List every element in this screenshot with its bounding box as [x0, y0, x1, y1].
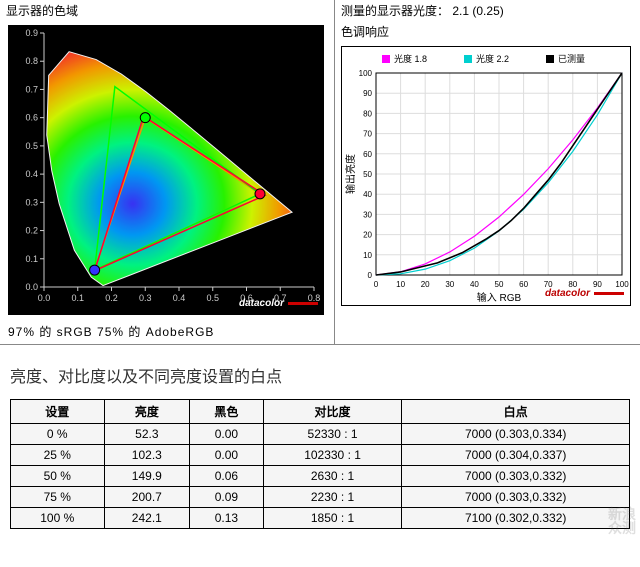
- table-cell: 242.1: [104, 508, 190, 529]
- svg-text:70: 70: [363, 130, 372, 139]
- svg-text:60: 60: [363, 150, 372, 159]
- table-cell: 7000 (0.304,0.337): [402, 445, 630, 466]
- svg-text:50: 50: [363, 170, 372, 179]
- table-cell: 25 %: [11, 445, 105, 466]
- datacolor-logo: datacolor: [239, 298, 318, 309]
- svg-text:0.3: 0.3: [25, 197, 38, 207]
- svg-text:0.6: 0.6: [25, 113, 38, 123]
- svg-text:光度 2.2: 光度 2.2: [476, 53, 509, 64]
- table-cell: 0 %: [11, 424, 105, 445]
- table-cell: 0.00: [190, 424, 264, 445]
- table-col: 设置: [11, 400, 105, 424]
- table-cell: 100 %: [11, 508, 105, 529]
- svg-text:40: 40: [470, 280, 479, 289]
- table-cell: 50 %: [11, 466, 105, 487]
- table-cell: 0.09: [190, 487, 264, 508]
- svg-text:0.0: 0.0: [25, 282, 38, 292]
- table-col: 亮度: [104, 400, 190, 424]
- svg-text:0.3: 0.3: [139, 293, 152, 303]
- svg-text:0.9: 0.9: [25, 28, 38, 38]
- datacolor-logo-light: datacolor: [545, 288, 624, 299]
- table-body: 0 %52.30.0052330 : 17000 (0.303,0.334)25…: [11, 424, 630, 529]
- svg-text:20: 20: [363, 231, 372, 240]
- table-row: 25 %102.30.00102330 : 17000 (0.304,0.337…: [11, 445, 630, 466]
- table-cell: 0.00: [190, 445, 264, 466]
- tone-panel: 测量的显示器光度： 2.1 (0.25) 色调响应 0 10 20 30 40 50 60 7…: [335, 0, 640, 344]
- svg-text:输入 RGB: 输入 RGB: [477, 291, 522, 304]
- tone-meta-label: 测量的显示器光度：: [341, 4, 449, 18]
- table-cell: 0.06: [190, 466, 264, 487]
- tone-meta-paren: (0.25): [472, 4, 503, 18]
- table-col: 白点: [402, 400, 630, 424]
- table-cell: 52330 : 1: [263, 424, 402, 445]
- gamut-chart: 0.0 0.1 0.2 0.3 0.4 0.5 0.6 0.7 0.8 0.0 0.1 0.2 0.3 0…: [8, 25, 324, 315]
- svg-text:0.7: 0.7: [25, 84, 38, 94]
- gamut-panel: 显示器的色域 0.0 0.1 0.2 0.3 0.4 0.5 0.6 0.7 0.8 0.0 0.1…: [0, 0, 335, 344]
- svg-text:10: 10: [363, 251, 372, 260]
- table-cell: 102.3: [104, 445, 190, 466]
- table-cell: 1850 : 1: [263, 508, 402, 529]
- table-cell: 7000 (0.303,0.334): [402, 424, 630, 445]
- table-cell: 0.13: [190, 508, 264, 529]
- top-row: 显示器的色域 0.0 0.1 0.2 0.3 0.4 0.5 0.6 0.7 0.8 0.0 0.1…: [0, 0, 640, 345]
- svg-text:90: 90: [363, 89, 372, 98]
- svg-text:30: 30: [445, 280, 454, 289]
- table-col: 黑色: [190, 400, 264, 424]
- table-row: 50 %149.90.062630 : 17000 (0.303,0.332): [11, 466, 630, 487]
- svg-text:0.0: 0.0: [38, 293, 51, 303]
- svg-text:20: 20: [421, 280, 430, 289]
- table-cell: 2630 : 1: [263, 466, 402, 487]
- svg-text:0.1: 0.1: [71, 293, 84, 303]
- svg-text:40: 40: [363, 190, 372, 199]
- table-cell: 7100 (0.302,0.332): [402, 508, 630, 529]
- svg-text:0.5: 0.5: [25, 141, 38, 151]
- svg-text:100: 100: [359, 69, 373, 78]
- table-col: 对比度: [263, 400, 402, 424]
- svg-text:0.1: 0.1: [25, 254, 38, 264]
- gamut-title: 显示器的色域: [0, 0, 334, 21]
- brightness-table: 设置亮度黑色对比度白点 0 %52.30.0052330 : 17000 (0.…: [10, 399, 630, 529]
- table-cell: 52.3: [104, 424, 190, 445]
- gamut-subtext: 97% 的 sRGB 75% 的 AdobeRGB: [0, 319, 334, 344]
- table-cell: 75 %: [11, 487, 105, 508]
- tone-meta-value: 2.1: [452, 4, 469, 18]
- svg-text:光度 1.8: 光度 1.8: [394, 53, 427, 64]
- svg-text:0: 0: [368, 271, 373, 280]
- table-title: 亮度、对比度以及不同亮度设置的白点: [10, 363, 630, 387]
- table-cell: 102330 : 1: [263, 445, 402, 466]
- svg-text:50: 50: [495, 280, 504, 289]
- tone-title: 色调响应: [335, 21, 640, 42]
- table-row: 75 %200.70.092230 : 17000 (0.303,0.332): [11, 487, 630, 508]
- tone-chart: 0102030405060708090100010203040506070809…: [341, 46, 631, 306]
- svg-text:80: 80: [363, 109, 372, 118]
- table-row: 0 %52.30.0052330 : 17000 (0.303,0.334): [11, 424, 630, 445]
- svg-text:30: 30: [363, 210, 372, 219]
- table-cell: 7000 (0.303,0.332): [402, 487, 630, 508]
- table-cell: 2230 : 1: [263, 487, 402, 508]
- tone-meta: 测量的显示器光度： 2.1 (0.25): [335, 0, 640, 21]
- svg-text:10: 10: [396, 280, 405, 289]
- svg-text:0: 0: [374, 280, 379, 289]
- table-header-row: 设置亮度黑色对比度白点: [11, 400, 630, 424]
- svg-text:0.4: 0.4: [173, 293, 186, 303]
- svg-text:0.8: 0.8: [25, 56, 38, 66]
- svg-text:0.2: 0.2: [105, 293, 118, 303]
- table-row: 100 %242.10.131850 : 17100 (0.302,0.332): [11, 508, 630, 529]
- table-cell: 200.7: [104, 487, 190, 508]
- svg-text:输出亮度: 输出亮度: [344, 154, 357, 194]
- table-section: 亮度、对比度以及不同亮度设置的白点 设置亮度黑色对比度白点 0 %52.30.0…: [0, 345, 640, 539]
- svg-text:0.2: 0.2: [25, 226, 38, 236]
- svg-text:0.4: 0.4: [25, 169, 38, 179]
- svg-text:已测量: 已测量: [558, 54, 585, 64]
- table-cell: 149.9: [104, 466, 190, 487]
- svg-text:0.5: 0.5: [206, 293, 219, 303]
- svg-text:60: 60: [519, 280, 528, 289]
- table-cell: 7000 (0.303,0.332): [402, 466, 630, 487]
